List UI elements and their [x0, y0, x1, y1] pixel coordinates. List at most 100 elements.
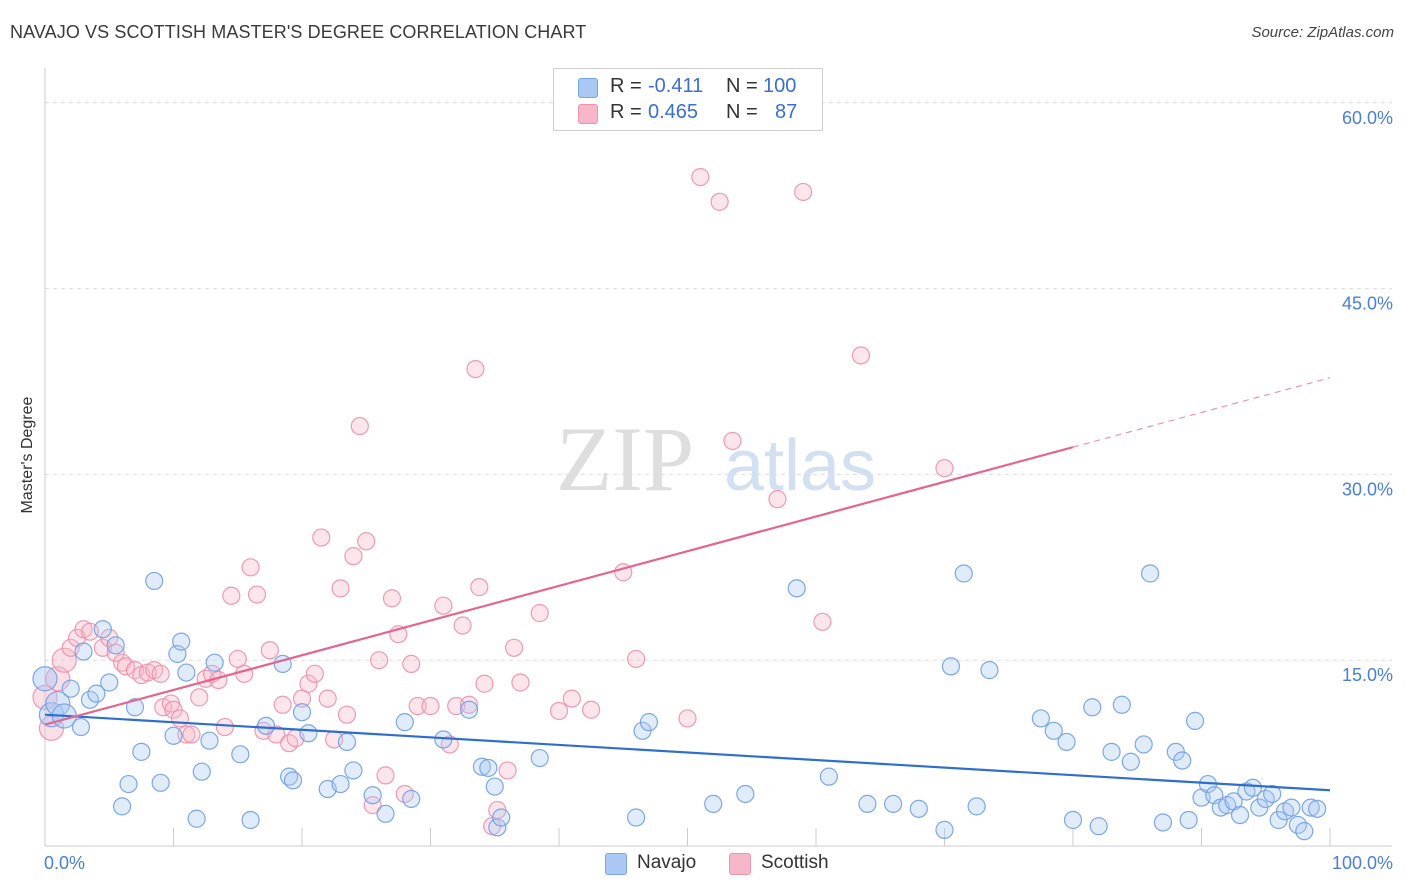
scottish-point [935, 459, 954, 478]
navajo-point [941, 657, 961, 676]
scottish-point [363, 796, 382, 815]
navajo-point [32, 666, 58, 692]
scottish-point [305, 664, 324, 683]
navajo-point [488, 818, 507, 837]
y-tick-label: 15.0% [1342, 665, 1393, 685]
scottish-point [350, 416, 369, 436]
navajo-legend-label: Navajo [637, 852, 697, 873]
x-tick-label: 100.0% [1332, 853, 1393, 873]
navajo-point [1089, 817, 1108, 836]
scottish-point [382, 589, 402, 608]
scottish-trend-extension [1072, 377, 1331, 448]
navajo-point [283, 771, 303, 790]
navajo-point [376, 804, 395, 823]
gridlines [45, 102, 1392, 661]
navajo-point [1083, 698, 1102, 717]
scottish-point [710, 192, 729, 211]
scottish-point [51, 647, 77, 673]
scottish-swatch [729, 853, 751, 875]
scottish-point [299, 674, 318, 693]
navajo-point [1295, 822, 1314, 841]
navajo-swatch [605, 853, 627, 875]
navajo-point [200, 731, 219, 750]
navajo-point [485, 777, 504, 796]
navajo-point [909, 799, 928, 818]
scottish-point [331, 579, 350, 598]
scottish-point [215, 717, 234, 737]
navajo-point [639, 713, 659, 732]
navajo-point [292, 703, 312, 722]
scottish-point [235, 664, 254, 683]
navajo-swatch [578, 78, 598, 98]
scottish-point [222, 586, 241, 605]
navajo-point [1153, 813, 1173, 832]
navajo-point [402, 789, 421, 809]
navajo-point [132, 742, 151, 761]
scottish-point [370, 651, 389, 670]
legend-r-label: R = [610, 101, 642, 123]
scottish-point [813, 612, 832, 631]
navajo-point [1031, 709, 1050, 728]
navajo-point [192, 762, 211, 781]
navajo-point [74, 642, 93, 661]
navajo-point [1179, 810, 1198, 830]
navajo-point [858, 794, 877, 813]
navajo-point [177, 663, 196, 682]
scottish-point [190, 688, 209, 707]
navajo-point [125, 698, 145, 717]
source-credit: Source: ZipAtlas.com [1251, 24, 1394, 41]
scottish-point [678, 709, 697, 728]
scottish-point [177, 725, 196, 744]
navajo-point [112, 797, 132, 816]
scottish-point [626, 649, 646, 669]
navajo-point [479, 758, 498, 778]
navajo-point [164, 726, 183, 745]
legend-r-value: -0.411 [648, 75, 704, 97]
scottish-point [376, 766, 395, 785]
legend-r-label: R = [610, 75, 642, 97]
navajo-point [151, 773, 170, 792]
navajo-point [71, 717, 91, 737]
navajo-point [1185, 711, 1205, 730]
navajo-point [1230, 805, 1250, 825]
navajo-point [1112, 695, 1131, 714]
scottish-point [459, 695, 479, 714]
legend-n-label: N = [726, 101, 758, 123]
scottish-point [241, 558, 260, 577]
x-tick-label: 0.0% [44, 853, 85, 873]
navajo-point [1308, 799, 1327, 818]
navajo-point [256, 716, 276, 735]
scottish-point [562, 689, 581, 708]
scottish-point [421, 696, 440, 716]
scottish-point [768, 490, 787, 509]
scottish-point [530, 604, 549, 623]
scottish-point [504, 638, 524, 657]
navajo-point [93, 620, 112, 639]
navajo-point [331, 774, 350, 794]
axes [44, 68, 1392, 847]
navajo-point [231, 745, 250, 764]
y-tick-label: 60.0% [1342, 108, 1393, 128]
scottish-point [470, 578, 489, 597]
navajo-point [819, 767, 838, 786]
navajo-point [1063, 810, 1083, 830]
navajo-point [205, 653, 224, 672]
navajo-point [145, 571, 164, 591]
scottish-point [151, 664, 170, 683]
scottish-point [434, 596, 453, 615]
navajo-point [1121, 752, 1140, 771]
legend-n-value: 87 [775, 101, 798, 123]
navajo-point [87, 684, 106, 703]
scottish-point [408, 696, 427, 716]
correlation-legend: R = -0.411 N = 100 R = 0.465 N = 87 [553, 68, 823, 131]
navajo-point [337, 732, 357, 752]
tick-labels: 15.0% 30.0% 45.0% 60.0% 0.0% 100.0% [44, 108, 1393, 873]
navajo-point [1044, 721, 1063, 740]
navajo-point [980, 661, 999, 680]
navajo-point [530, 748, 549, 768]
scottish-point [344, 547, 363, 566]
scottish-point [337, 705, 357, 724]
navajo-point [119, 774, 138, 794]
scottish-point [357, 532, 376, 551]
navajo-point [1057, 732, 1076, 752]
